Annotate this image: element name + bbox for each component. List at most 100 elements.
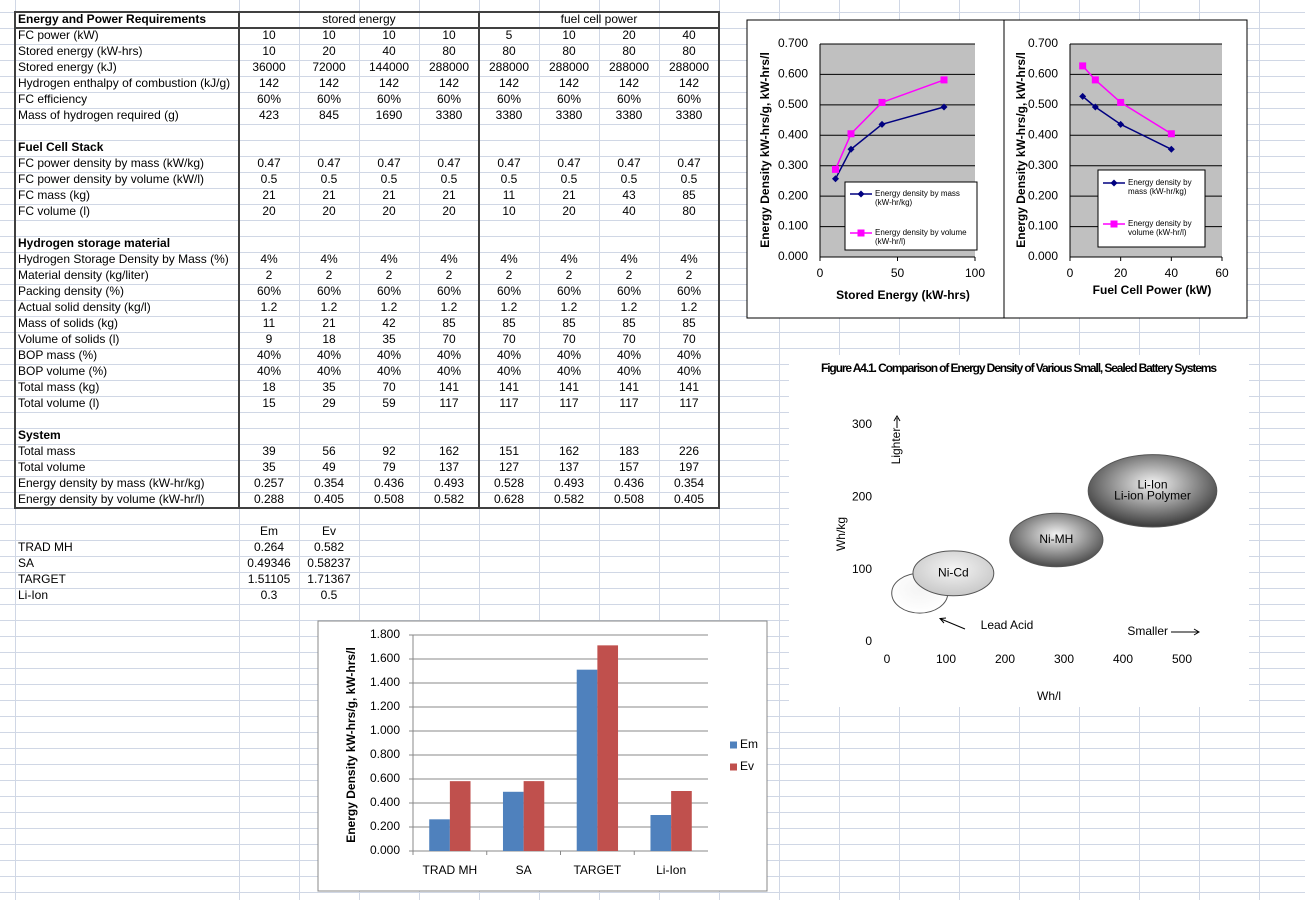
cell-value: 2 [386,268,393,282]
cell-value: 1.2 [621,300,638,314]
legend-label: Energy density by volume (kW-hr/l) [1128,219,1192,237]
cell-value: 0.47 [497,156,521,170]
cell-value: 144000 [369,60,409,74]
cell-value: 0.405 [674,492,704,506]
legend-label: Energy density by mass (kW-hr/kg) [1128,178,1192,196]
legend-marker [1110,220,1118,228]
cell-value: 117 [619,396,638,410]
marker [847,130,855,138]
cell-value: 1690 [376,108,403,122]
cell-value: 0.5 [261,172,278,186]
cell-value: 10 [502,204,516,218]
cell-value: 20 [322,204,336,218]
cell-value: 117 [439,396,458,410]
cell-value: 10 [382,28,396,42]
cell-value: 85 [682,316,696,330]
region-label: Ni-MH [1039,532,1073,546]
chart: 0.000 0.200 0.400 0.600 0.800 1.000 1.200 1.400… [317,620,768,892]
cell-value: 2 [626,268,633,282]
cell-value: 137 [439,460,459,474]
marker [1091,103,1099,111]
cell-value: 5 [506,28,513,42]
cell-value: 4% [680,252,698,266]
cell-value: 92 [382,444,396,458]
marker [832,165,839,173]
cell-value: 845 [319,108,339,122]
cell-value: 3380 [436,108,463,122]
y-tick-label: 0.400 [778,127,808,141]
bar [523,781,545,851]
y-tick-label: 0.600 [778,67,808,81]
group-header: stored energy [322,12,395,26]
cell-value: 142 [559,76,579,90]
x-tick-label: 100 [936,652,956,666]
cell-value: 127 [499,460,519,474]
x-axis-label: Fuel Cell Power (kW) [1093,283,1212,297]
cell-value: 40% [617,364,641,378]
section-heading: Fuel Cell Stack [18,140,104,154]
cell-value: 56 [322,444,336,458]
cell-value: 80 [682,44,696,58]
cell-value: 2 [686,268,693,282]
y-tick-label: 0.200 [370,819,400,833]
cell-value: 40% [557,364,581,378]
table: Energy and Power Requirements stored ener… [14,11,720,602]
y-tick-label: 300 [852,417,872,431]
region [912,550,995,597]
cell-value: 80 [562,44,576,58]
cell-value: 142 [679,76,699,90]
cell-value: 60% [557,284,581,298]
cell-value: 40% [257,348,281,362]
cell-value: 1.2 [381,300,398,314]
cell-value: 142 [439,76,459,90]
cell-value: 85 [502,316,516,330]
cell-value: 60% [617,92,641,106]
y-tick-label: 1.600 [370,651,400,665]
row-label: Mass of solids (kg) [18,316,118,330]
cell-value: 40% [437,348,461,362]
cell-value: 42 [382,316,396,330]
summary-value: 0.49346 [247,556,291,570]
x-tick-label: 100 [965,266,985,280]
cell-value: 10 [262,44,276,58]
cell-value: 60% [557,92,581,106]
bar [597,645,619,851]
cell-value: 0.5 [621,172,638,186]
legend-marker [857,190,865,198]
cell-value: 60% [317,284,341,298]
cell-value: 2 [506,268,513,282]
y-tick-label: 0.500 [1028,97,1058,111]
y-tick-label: 0.200 [778,188,808,202]
cell-value: 21 [442,188,456,202]
cell-value: 0.47 [677,156,701,170]
y-tick-label: 0.600 [1028,67,1058,81]
row-label: FC power density by mass (kW/kg) [18,156,204,170]
cell-value: 1.2 [441,300,458,314]
cell-value: 40% [317,364,341,378]
cell-value: 10 [322,28,336,42]
cell-value: 1.2 [321,300,338,314]
cell-value: 40 [382,44,396,58]
y-tick-label: 1.400 [370,675,400,689]
marker [832,175,839,183]
x-tick-label: SA [516,863,532,877]
region-label: Lead Acid [981,618,1034,632]
marker [1167,145,1175,153]
cell-value: 40% [377,348,401,362]
x-tick-label: 500 [1172,652,1192,666]
annotation: Smaller [1127,624,1168,638]
bar [449,781,471,851]
row-label: Packing density (%) [18,284,124,298]
x-tick-label: 200 [995,652,1015,666]
bar [576,669,598,851]
cell-value: 59 [382,396,396,410]
row-label: Energy density by mass (kW-hr/kg) [18,476,205,490]
legend-marker [1110,179,1118,187]
cell-value: 141 [619,380,639,394]
cell-value: 162 [439,444,459,458]
cell-value: 70 [502,332,516,346]
cell-value: 20 [382,204,396,218]
legend-label: Em [740,737,758,751]
row-label: Energy density by volume (kW-hr/l) [18,492,205,506]
